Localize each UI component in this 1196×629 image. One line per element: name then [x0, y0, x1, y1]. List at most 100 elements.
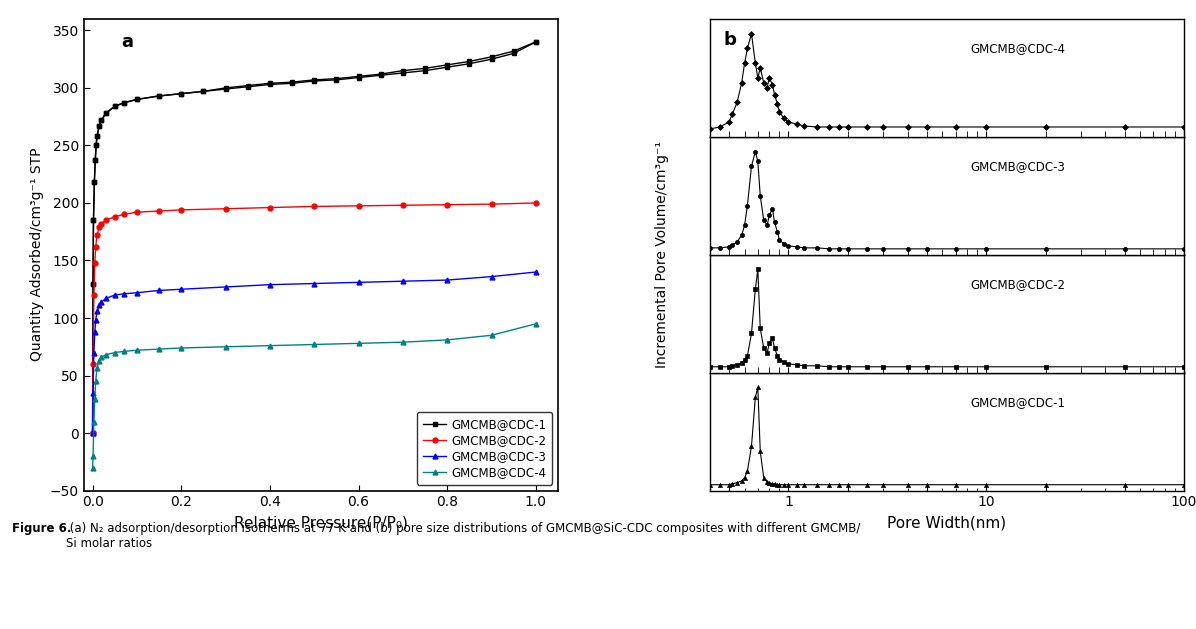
GMCMB@CDC-1 — [307, 77, 322, 85]
GMCMB@CDC-2 — [116, 211, 130, 218]
GMCMB@CDC-4 — [175, 344, 189, 352]
Y-axis label: Quantity Adsorbed/cm³g⁻¹ STP: Quantity Adsorbed/cm³g⁻¹ STP — [30, 148, 44, 362]
Line: GMCMB@CDC-3: GMCMB@CDC-3 — [90, 270, 538, 435]
GMCMB@CDC-1 — [108, 103, 122, 110]
GMCMB@CDC-3 — [484, 273, 499, 281]
GMCMB@CDC-3 — [85, 430, 99, 437]
X-axis label: Pore Width(nm): Pore Width(nm) — [887, 515, 1007, 530]
GMCMB@CDC-2 — [529, 199, 543, 207]
Line: GMCMB@CDC-1: GMCMB@CDC-1 — [90, 40, 538, 435]
GMCMB@CDC-1 — [129, 96, 144, 103]
GMCMB@CDC-1 — [396, 69, 410, 77]
GMCMB@CDC-3 — [92, 301, 106, 309]
GMCMB@CDC-1 — [85, 430, 99, 437]
GMCMB@CDC-2 — [87, 291, 102, 299]
GMCMB@CDC-4 — [152, 345, 166, 353]
GMCMB@CDC-1 — [263, 81, 277, 88]
GMCMB@CDC-2 — [99, 216, 114, 224]
Text: b: b — [724, 31, 737, 48]
GMCMB@CDC-1 — [352, 74, 366, 81]
GMCMB@CDC-4 — [86, 452, 100, 460]
GMCMB@CDC-4 — [99, 351, 114, 359]
Text: a: a — [122, 33, 134, 51]
GMCMB@CDC-1 — [89, 142, 103, 149]
X-axis label: Relative Pressure(P/P₀): Relative Pressure(P/P₀) — [234, 515, 408, 530]
GMCMB@CDC-1 — [240, 83, 255, 91]
GMCMB@CDC-4 — [85, 464, 99, 471]
GMCMB@CDC-3 — [108, 291, 122, 299]
GMCMB@CDC-3 — [440, 276, 454, 284]
GMCMB@CDC-1 — [86, 216, 100, 224]
Text: Incremental Pore Volume/cm³g⁻¹: Incremental Pore Volume/cm³g⁻¹ — [655, 142, 669, 368]
GMCMB@CDC-1 — [196, 87, 210, 95]
GMCMB@CDC-4 — [90, 364, 104, 371]
GMCMB@CDC-1 — [529, 38, 543, 46]
GMCMB@CDC-1 — [175, 90, 189, 97]
GMCMB@CDC-1 — [417, 67, 432, 74]
GMCMB@CDC-4 — [396, 338, 410, 346]
GMCMB@CDC-3 — [263, 281, 277, 289]
GMCMB@CDC-4 — [307, 341, 322, 348]
GMCMB@CDC-3 — [529, 268, 543, 276]
GMCMB@CDC-3 — [116, 290, 130, 298]
Text: GMCMB@CDC-4: GMCMB@CDC-4 — [971, 42, 1066, 55]
GMCMB@CDC-1 — [329, 76, 343, 84]
GMCMB@CDC-4 — [89, 377, 103, 385]
GMCMB@CDC-1 — [94, 116, 109, 124]
GMCMB@CDC-2 — [129, 208, 144, 216]
GMCMB@CDC-2 — [263, 204, 277, 211]
GMCMB@CDC-3 — [86, 389, 100, 397]
GMCMB@CDC-2 — [152, 207, 166, 214]
GMCMB@CDC-2 — [440, 201, 454, 208]
GMCMB@CDC-1 — [219, 86, 233, 93]
GMCMB@CDC-3 — [175, 286, 189, 293]
GMCMB@CDC-4 — [529, 320, 543, 328]
GMCMB@CDC-1 — [373, 72, 388, 79]
GMCMB@CDC-3 — [129, 289, 144, 296]
GMCMB@CDC-4 — [484, 331, 499, 339]
GMCMB@CDC-1 — [285, 79, 299, 87]
GMCMB@CDC-1 — [506, 50, 520, 57]
GMCMB@CDC-2 — [85, 430, 99, 437]
Text: GMCMB@CDC-1: GMCMB@CDC-1 — [971, 396, 1066, 409]
GMCMB@CDC-1 — [484, 55, 499, 63]
Line: GMCMB@CDC-2: GMCMB@CDC-2 — [90, 201, 538, 435]
Text: GMCMB@CDC-3: GMCMB@CDC-3 — [971, 160, 1066, 173]
GMCMB@CDC-2 — [86, 360, 100, 368]
GMCMB@CDC-4 — [352, 340, 366, 347]
GMCMB@CDC-1 — [86, 280, 100, 287]
GMCMB@CDC-4 — [92, 357, 106, 364]
GMCMB@CDC-4 — [116, 348, 130, 355]
GMCMB@CDC-4 — [129, 347, 144, 354]
GMCMB@CDC-4 — [108, 348, 122, 356]
GMCMB@CDC-2 — [89, 243, 103, 250]
GMCMB@CDC-1 — [152, 92, 166, 100]
GMCMB@CDC-2 — [94, 220, 109, 228]
GMCMB@CDC-4 — [440, 336, 454, 343]
GMCMB@CDC-1 — [99, 109, 114, 117]
GMCMB@CDC-3 — [87, 328, 102, 336]
GMCMB@CDC-4 — [87, 395, 102, 403]
GMCMB@CDC-3 — [307, 280, 322, 287]
GMCMB@CDC-3 — [152, 287, 166, 294]
Text: GMCMB@CDC-2: GMCMB@CDC-2 — [971, 278, 1066, 291]
GMCMB@CDC-2 — [307, 203, 322, 210]
GMCMB@CDC-1 — [92, 122, 106, 130]
Line: GMCMB@CDC-4: GMCMB@CDC-4 — [90, 321, 538, 470]
GMCMB@CDC-4 — [263, 342, 277, 350]
GMCMB@CDC-4 — [87, 418, 102, 425]
GMCMB@CDC-3 — [89, 316, 103, 324]
GMCMB@CDC-1 — [89, 157, 103, 164]
GMCMB@CDC-1 — [116, 99, 130, 107]
GMCMB@CDC-3 — [87, 348, 102, 356]
GMCMB@CDC-2 — [396, 201, 410, 209]
GMCMB@CDC-2 — [90, 231, 104, 239]
GMCMB@CDC-1 — [440, 64, 454, 71]
GMCMB@CDC-2 — [108, 213, 122, 221]
Text: (a) N₂ adsorption/desorption isotherms at 77 K and (b) pore size distributions o: (a) N₂ adsorption/desorption isotherms a… — [66, 522, 860, 550]
GMCMB@CDC-2 — [175, 206, 189, 214]
GMCMB@CDC-3 — [94, 298, 109, 306]
GMCMB@CDC-1 — [87, 179, 102, 186]
Legend: GMCMB@CDC-1, GMCMB@CDC-2, GMCMB@CDC-3, GMCMB@CDC-4: GMCMB@CDC-1, GMCMB@CDC-2, GMCMB@CDC-3, G… — [417, 412, 553, 485]
GMCMB@CDC-2 — [92, 223, 106, 231]
